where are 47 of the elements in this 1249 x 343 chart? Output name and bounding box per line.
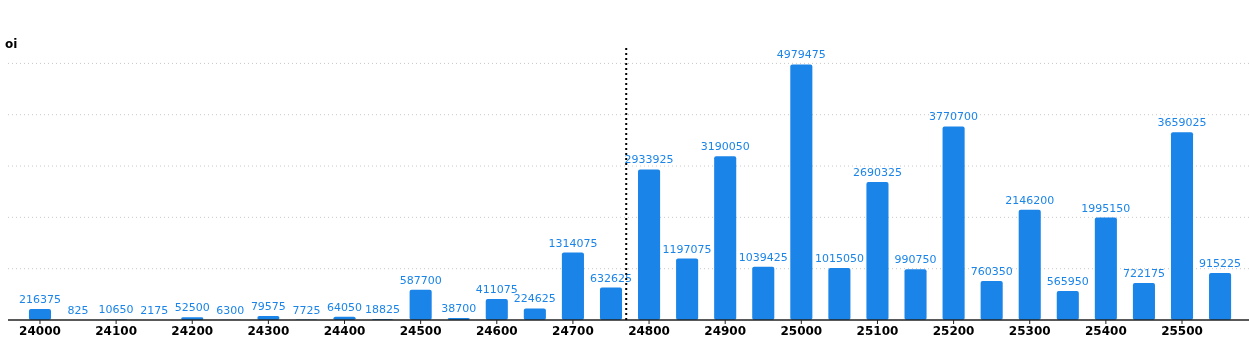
x-tick-label: 24200 xyxy=(171,324,214,338)
x-tick-label: 24900 xyxy=(704,324,747,338)
data-label: 632625 xyxy=(589,271,632,285)
data-label: 1197075 xyxy=(662,242,712,256)
data-label: 990750 xyxy=(894,253,937,267)
data-label: 565950 xyxy=(1046,274,1089,288)
x-tick-label: 24700 xyxy=(552,324,594,338)
x-tick-label: 24600 xyxy=(475,324,518,338)
x-tick-label: 24800 xyxy=(628,324,670,338)
x-tick-label: 25200 xyxy=(932,324,975,338)
data-label: 216375 xyxy=(18,292,61,306)
x-tick-label: 24300 xyxy=(247,324,290,338)
data-label: 1995150 xyxy=(1081,201,1131,215)
data-label: 760350 xyxy=(970,264,1013,278)
data-label: 10650 xyxy=(98,303,134,317)
y-axis-title: oi xyxy=(5,37,18,51)
data-label: 3770700 xyxy=(929,110,979,124)
x-tick-label: 24500 xyxy=(399,324,442,338)
data-label: 7725 xyxy=(292,303,321,317)
data-label: 915225 xyxy=(1199,257,1242,271)
data-label: 6300 xyxy=(216,303,245,317)
data-label: 52500 xyxy=(174,301,210,315)
data-label: 722175 xyxy=(1122,266,1165,280)
x-tick-label: 24400 xyxy=(323,324,366,338)
x-tick-label: 25300 xyxy=(1008,324,1051,338)
data-label: 3190050 xyxy=(700,140,750,154)
data-label: 3659025 xyxy=(1157,116,1207,130)
data-label: 1314075 xyxy=(548,236,598,250)
data-label: 1015050 xyxy=(814,251,864,265)
x-tick-label: 25000 xyxy=(780,324,823,338)
data-label: 587700 xyxy=(399,273,442,287)
data-label: 2690325 xyxy=(852,165,902,179)
x-tick-label: 25100 xyxy=(856,324,899,338)
data-label: 2933925 xyxy=(624,153,674,167)
data-label: 825 xyxy=(67,303,89,317)
data-label: 1039425 xyxy=(738,250,788,264)
data-label: 2175 xyxy=(140,303,169,317)
data-label: 38700 xyxy=(441,302,477,316)
data-label: 64050 xyxy=(327,300,363,314)
data-label: 4979475 xyxy=(776,48,826,62)
data-label: 79575 xyxy=(250,299,286,313)
x-tick-label: 24000 xyxy=(19,324,61,338)
data-label: 18825 xyxy=(365,303,401,317)
x-tick-label: 25500 xyxy=(1161,324,1203,338)
x-tick-label: 25400 xyxy=(1084,324,1127,338)
x-tick-label: 24100 xyxy=(95,324,137,338)
data-label: 2146200 xyxy=(1005,193,1055,207)
